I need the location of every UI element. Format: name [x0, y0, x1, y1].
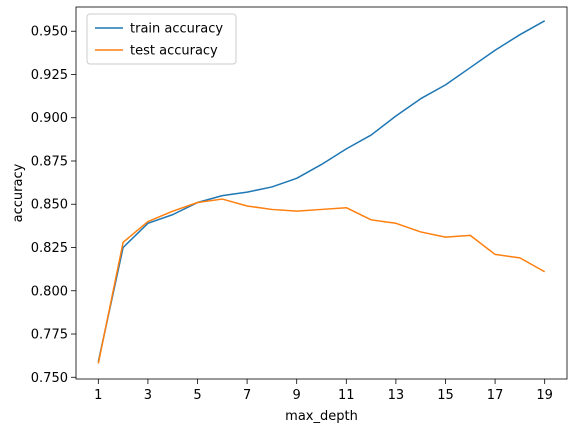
y-tick-label: 0.850 — [31, 198, 68, 213]
y-tick-label: 0.900 — [31, 111, 68, 126]
x-tick-label: 19 — [536, 388, 553, 403]
x-tick-label: 17 — [487, 388, 504, 403]
y-tick-label: 0.750 — [31, 371, 68, 386]
series-line-test — [97, 198, 546, 364]
legend: train accuracy test accuracy — [86, 13, 237, 65]
legend-box — [86, 13, 237, 65]
x-tick-label: 3 — [144, 388, 152, 403]
x-tick-label: 1 — [94, 388, 102, 403]
y-axis-label: accuracy — [11, 163, 26, 222]
series-line-train — [97, 20, 546, 362]
x-tick-label: 9 — [293, 388, 301, 403]
legend-label: train accuracy — [130, 22, 223, 37]
x-tick-label: 7 — [243, 388, 251, 403]
x-axis-label: max_depth — [285, 409, 358, 424]
x-tick-label: 15 — [437, 388, 454, 403]
x-tick-label: 13 — [388, 388, 405, 403]
y-tick-label: 0.950 — [31, 25, 68, 40]
x-tick-label: 11 — [338, 388, 355, 403]
y-tick-label: 0.875 — [31, 154, 68, 169]
plot-frame — [75, 6, 568, 380]
series-layer — [97, 20, 546, 364]
y-tick-label: 0.775 — [31, 328, 68, 343]
y-tick-label: 0.825 — [31, 241, 68, 256]
legend-label: test accuracy — [130, 44, 218, 59]
axes-layer: 1 3 5 7 9 11 13 15 17 190.7500.7750.8000.8250.850… — [31, 25, 553, 403]
y-tick-label: 0.925 — [31, 68, 68, 83]
x-tick-label: 5 — [193, 388, 201, 403]
y-tick-label: 0.800 — [31, 284, 68, 299]
